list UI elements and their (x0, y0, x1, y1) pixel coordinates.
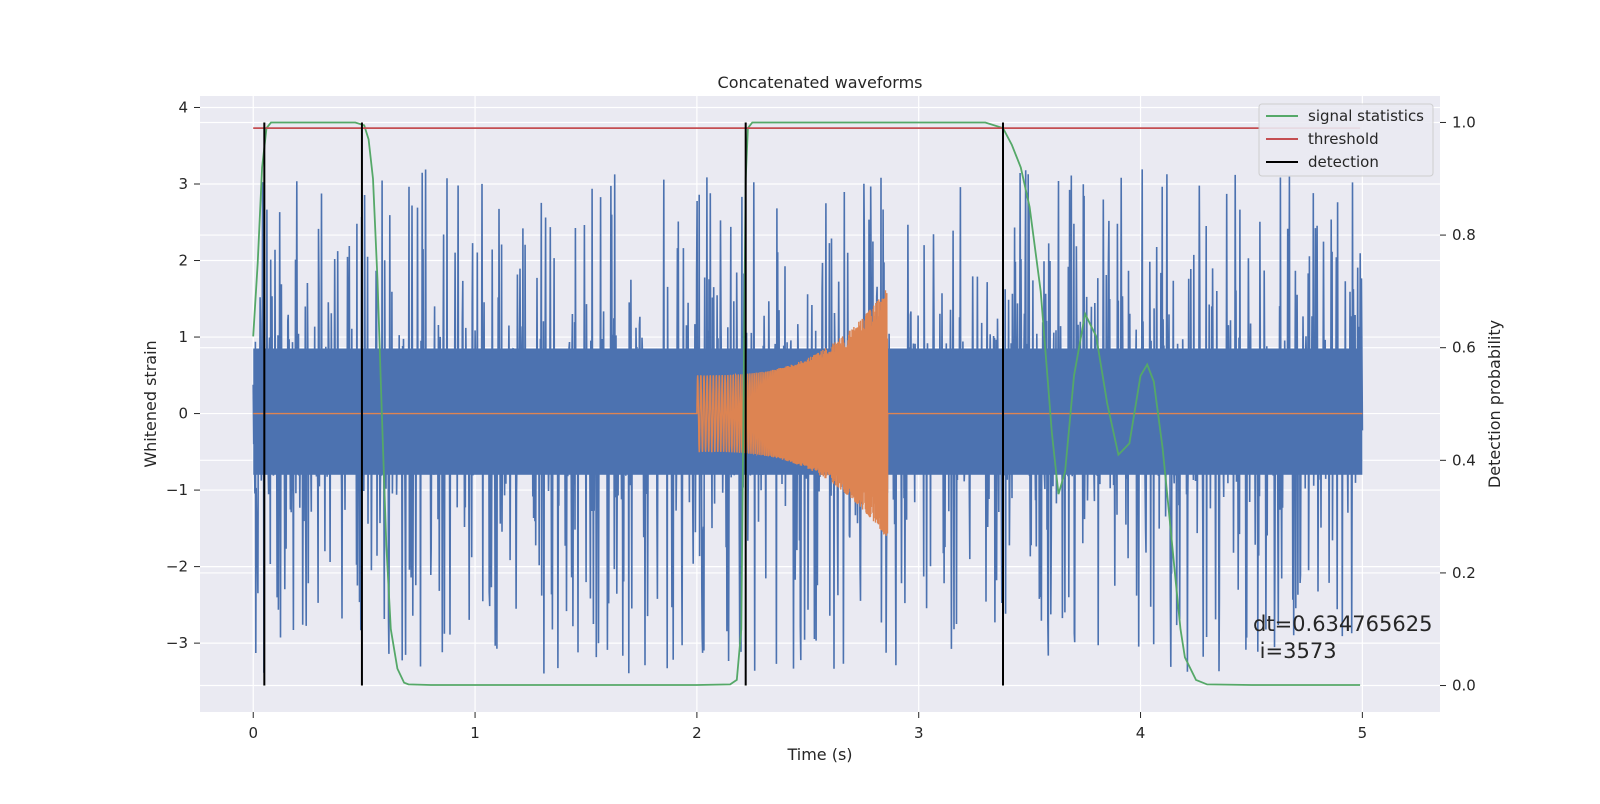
right-y-axis-title: Detection probability (1485, 320, 1504, 488)
right-y-axis-ticks: 0.0 0.2 0.4 0.6 0.8 1.0 (1440, 113, 1476, 695)
right-y-tick-label: 0.6 (1452, 339, 1476, 357)
legend-label-detection: detection (1308, 153, 1379, 171)
left-y-tick-label: 1 (178, 328, 188, 346)
legend-label-threshold: threshold (1308, 130, 1379, 148)
right-y-tick-label: 1.0 (1452, 113, 1476, 131)
left-y-tick-label: −2 (166, 558, 188, 576)
x-tick-label: 5 (1358, 724, 1368, 742)
left-y-tick-label: −1 (166, 481, 188, 499)
injected-signal-line (253, 290, 1363, 536)
right-y-tick-label: 0.4 (1452, 451, 1476, 469)
left-y-tick-label: −3 (166, 634, 188, 652)
right-y-tick-label: 0.8 (1452, 226, 1476, 244)
x-tick-label: 2 (692, 724, 702, 742)
x-axis-ticks: 0 1 2 3 4 5 (248, 712, 1367, 742)
left-y-axis-title: Whitened strain (141, 340, 160, 467)
legend-box (1258, 103, 1434, 177)
injected-signal-series (253, 290, 1363, 536)
chart-title: Concatenated waveforms (718, 73, 923, 92)
legend-label-signal-statistics: signal statistics (1308, 107, 1424, 125)
right-y-tick-label: 0.0 (1452, 677, 1476, 695)
legend: signal statistics threshold detection (1258, 103, 1434, 177)
annotation-dt: dt=0.634765625 (1253, 612, 1432, 636)
x-tick-label: 1 (470, 724, 480, 742)
detection-lines (263, 122, 1005, 686)
x-tick-label: 3 (914, 724, 924, 742)
left-y-tick-label: 0 (178, 405, 188, 423)
right-y-tick-label: 0.2 (1452, 564, 1476, 582)
left-y-tick-label: 2 (178, 252, 188, 270)
x-axis-title: Time (s) (786, 745, 852, 764)
left-y-axis-ticks: −3 −2 −1 0 1 2 3 4 (166, 98, 200, 652)
left-y-tick-label: 4 (178, 98, 188, 116)
signal-statistics-line (252, 121, 1361, 686)
left-y-tick-label: 3 (178, 175, 188, 193)
signal-statistics-series (252, 121, 1361, 686)
x-tick-label: 4 (1136, 724, 1146, 742)
x-tick-label: 0 (248, 724, 258, 742)
annotation-index: i=3573 (1253, 639, 1337, 663)
